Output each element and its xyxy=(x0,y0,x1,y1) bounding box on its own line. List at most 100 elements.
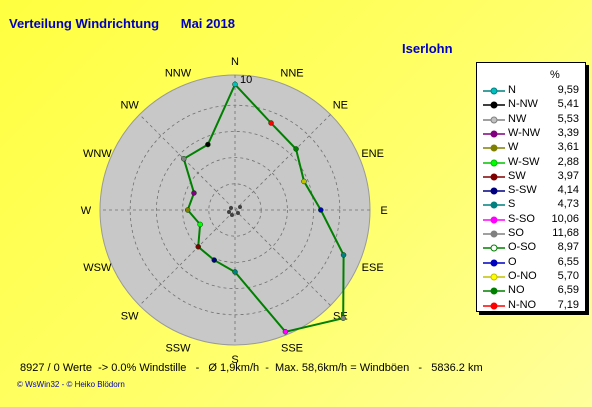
legend-item: O-SO 8,97 xyxy=(477,241,585,255)
legend-item: W-SW 2,88 xyxy=(477,156,585,170)
legend-value: 11,68 xyxy=(552,227,579,239)
legend-marker xyxy=(483,87,505,95)
data-point-ene xyxy=(301,178,307,185)
data-point-wnw xyxy=(191,190,197,196)
compass-label-nw: NW xyxy=(120,100,139,112)
compass-label-nne: NNE xyxy=(280,67,303,79)
legend-value: 6,59 xyxy=(557,284,579,297)
data-point-s xyxy=(232,269,238,275)
legend-marker xyxy=(483,159,505,166)
legend-marker xyxy=(483,259,505,267)
compass-label-n: N xyxy=(231,56,239,68)
legend-direction: NO xyxy=(508,284,525,297)
data-point-e xyxy=(318,207,324,213)
legend-value: 3,97 xyxy=(557,169,579,182)
legend-marker xyxy=(483,187,505,195)
legend-value: 4,73 xyxy=(557,198,579,211)
legend-marker xyxy=(483,216,505,224)
compass-label-s: S xyxy=(231,354,238,366)
chart-title-text: Verteilung Windrichtung xyxy=(9,16,160,31)
legend-item: O 6,55 xyxy=(477,256,585,270)
data-point-nw xyxy=(181,156,187,162)
legend-item: NW 5,53 xyxy=(477,113,585,127)
r-tick-label: 10 xyxy=(240,74,252,86)
legend-value: 5,41 xyxy=(557,98,579,111)
legend-direction: NW xyxy=(508,112,527,125)
data-point-n xyxy=(232,81,238,88)
legend-marker xyxy=(483,244,505,252)
compass-label-wnw: WNW xyxy=(83,148,112,160)
legend-marker xyxy=(483,130,505,138)
legend-value: 2,88 xyxy=(557,155,579,168)
legend-direction: S xyxy=(508,198,516,211)
legend-direction: N-NO xyxy=(508,298,537,311)
legend-item: N-NO 7,19 xyxy=(477,299,585,313)
legend-direction: W-NW xyxy=(508,126,541,139)
legend-item: SO 11,68 xyxy=(477,227,585,241)
center-marker-3 xyxy=(236,211,240,215)
data-point-se xyxy=(340,315,346,321)
center-marker-4 xyxy=(230,213,234,217)
legend-item: W 3,61 xyxy=(477,141,585,155)
center-marker-0 xyxy=(227,210,231,214)
legend-value: 5,53 xyxy=(557,112,579,125)
footer-stats: 8927 / 0 Werte -> 0.0% Windstille - Ø 1,… xyxy=(20,362,483,374)
legend-direction: N xyxy=(508,84,516,96)
data-point-ese xyxy=(340,252,347,258)
legend-direction: SO xyxy=(508,227,524,239)
legend-direction: SW xyxy=(508,169,526,182)
compass-label-e: E xyxy=(380,205,387,217)
legend-item: O-NO 5,70 xyxy=(477,270,585,284)
legend-direction: W xyxy=(508,141,519,154)
legend-marker xyxy=(483,273,505,281)
legend-item: S-SW 4,14 xyxy=(477,184,585,198)
legend-item: N-NW 5,41 xyxy=(477,98,585,112)
grid-spoke-6 xyxy=(139,114,331,306)
compass-label-sw: SW xyxy=(121,310,139,322)
legend-marker xyxy=(483,173,505,181)
legend-direction: S-SW xyxy=(508,184,537,197)
compass-label-ssw: SSW xyxy=(165,343,191,355)
compass-label-nnw: NNW xyxy=(165,67,192,79)
legend-marker xyxy=(483,302,505,309)
compass-label-ene: ENE xyxy=(361,148,384,160)
legend-value: 4,14 xyxy=(557,184,579,197)
legend-marker xyxy=(483,116,505,124)
legend-value: 7,19 xyxy=(557,298,579,311)
chart-title-month: Mai 2018 xyxy=(180,16,235,31)
data-point-w xyxy=(184,207,191,213)
chart-title: Verteilung Windrichtung Mai 2018 xyxy=(9,16,235,31)
data-point-ne xyxy=(293,146,299,152)
compass-label-w: W xyxy=(81,205,92,217)
legend-marker xyxy=(483,230,505,238)
data-point-nne xyxy=(268,120,274,126)
legend-direction: N-NW xyxy=(508,98,538,111)
legend-item: N 9,59 xyxy=(477,84,585,98)
compass-label-wsw: WSW xyxy=(83,262,112,274)
legend-unit: % xyxy=(550,69,560,81)
legend-item: NO 6,59 xyxy=(477,284,585,298)
data-point-sw xyxy=(195,244,201,250)
data-point-ssw xyxy=(211,257,217,263)
center-marker-2 xyxy=(238,205,242,209)
location-label: Iserlohn xyxy=(402,41,453,56)
compass-label-ne: NE xyxy=(333,100,348,112)
legend-value: 10,06 xyxy=(551,212,579,225)
legend-item: SW 3,97 xyxy=(477,170,585,184)
legend-direction: S-SO xyxy=(508,212,535,225)
legend: % N 9,59 N-NW 5,41 NW 5,53 W-NW 3,39 W 3,61 W-SW 2,… xyxy=(476,62,586,312)
legend-item: S 4,73 xyxy=(477,198,585,212)
legend-value: 3,39 xyxy=(557,126,579,139)
legend-marker xyxy=(483,144,505,152)
compass-label-ese: ESE xyxy=(362,262,384,274)
legend-direction: W-SW xyxy=(508,155,540,168)
footer-copyright: © WsWin32 - © Heiko Blödorn xyxy=(17,380,125,389)
compass-label-sse: SSE xyxy=(281,343,303,355)
center-marker-1 xyxy=(229,206,233,210)
data-point-wsw xyxy=(197,221,203,228)
legend-item: W-NW 3,39 xyxy=(477,127,585,141)
legend-direction: O-SO xyxy=(508,241,537,254)
legend-value: 5,70 xyxy=(557,269,579,282)
data-point-nnw xyxy=(205,141,211,148)
